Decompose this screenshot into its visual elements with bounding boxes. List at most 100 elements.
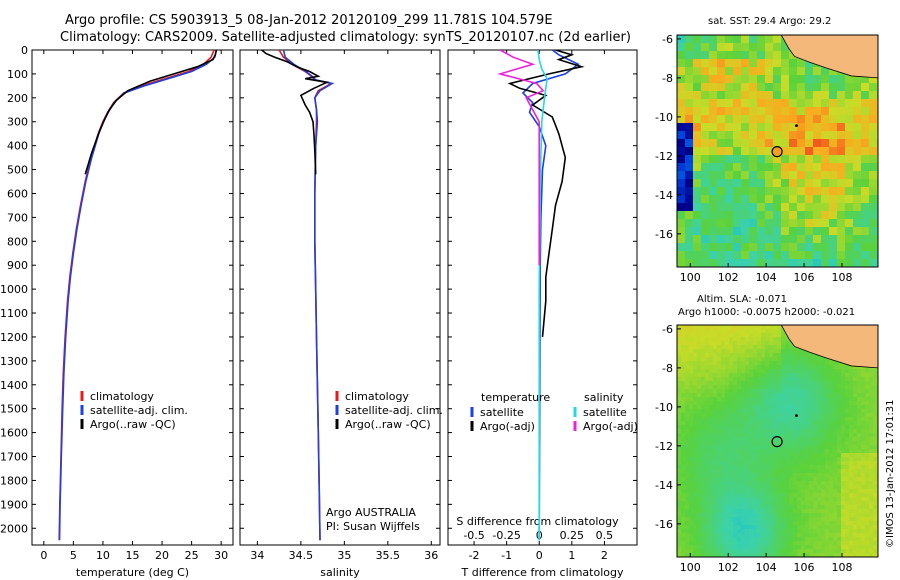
field-cell	[805, 525, 810, 530]
field-cell	[793, 477, 798, 482]
field-cell	[849, 365, 854, 370]
field-cell	[733, 425, 738, 430]
field-cell	[817, 545, 822, 550]
field-cell	[829, 505, 834, 510]
field-cell	[853, 147, 862, 156]
field-cell	[861, 461, 866, 466]
field-cell	[705, 409, 710, 414]
field-cell	[709, 35, 718, 44]
field-cell	[677, 485, 682, 490]
field-cell	[713, 349, 718, 354]
field-cell	[701, 513, 706, 518]
field-cell	[721, 393, 726, 398]
field-cell	[801, 493, 806, 498]
field-cell	[729, 385, 734, 390]
field-cell	[737, 425, 742, 430]
field-cell	[789, 537, 794, 542]
field-cell	[869, 473, 874, 478]
field-cell	[737, 553, 742, 557]
field-cell	[693, 385, 698, 390]
field-cell	[757, 413, 762, 418]
field-cell	[721, 445, 726, 450]
field-cell	[781, 43, 790, 52]
field-cell	[677, 75, 686, 84]
field-cell	[761, 353, 766, 358]
field-cell	[677, 509, 682, 514]
field-cell	[833, 485, 838, 490]
field-cell	[741, 481, 746, 486]
field-cell	[721, 453, 726, 458]
field-cell	[873, 541, 878, 546]
field-cell	[781, 99, 790, 108]
field-cell	[817, 549, 822, 554]
field-cell	[813, 421, 818, 426]
field-cell	[853, 469, 858, 474]
field-cell	[805, 59, 814, 68]
field-cell	[813, 377, 818, 382]
x-tick-label: 25	[185, 549, 199, 562]
field-cell	[813, 437, 818, 442]
field-cell	[873, 445, 878, 450]
field-cell	[757, 203, 766, 212]
field-cell	[681, 397, 686, 402]
field-cell	[701, 219, 710, 228]
field-cell	[873, 453, 878, 458]
field-cell	[825, 533, 830, 538]
field-cell	[865, 553, 870, 557]
field-cell	[725, 67, 734, 76]
field-cell	[873, 545, 878, 550]
field-cell	[789, 203, 798, 212]
field-cell	[829, 553, 834, 557]
field-cell	[741, 413, 746, 418]
field-cell	[709, 361, 714, 366]
field-cell	[721, 541, 726, 546]
field-cell	[721, 553, 726, 557]
field-cell	[685, 545, 690, 550]
island-christmas	[795, 414, 798, 418]
field-cell	[781, 485, 786, 490]
field-cell	[733, 219, 742, 228]
field-cell	[833, 493, 838, 498]
field-cell	[797, 485, 802, 490]
field-cell	[725, 349, 730, 354]
field-cell	[833, 405, 838, 410]
field-cell	[745, 501, 750, 506]
field-cell	[773, 541, 778, 546]
field-cell	[765, 361, 770, 366]
y-tick-label: 1000	[0, 283, 28, 296]
field-cell	[789, 489, 794, 494]
field-cell	[733, 179, 742, 188]
field-cell	[853, 91, 862, 100]
field-cell	[857, 461, 862, 466]
field-cell	[765, 501, 770, 506]
field-cell	[861, 437, 866, 442]
field-cell	[689, 497, 694, 502]
field-cell	[857, 433, 862, 438]
field-cell	[757, 171, 766, 180]
field-cell	[821, 553, 826, 557]
field-cell	[765, 187, 774, 196]
field-cell	[841, 421, 846, 426]
field-cell	[741, 345, 746, 350]
field-cell	[765, 179, 774, 188]
field-cell	[837, 553, 842, 557]
field-cell	[677, 163, 686, 172]
field-cell	[873, 449, 878, 454]
field-cell	[849, 521, 854, 526]
field-cell	[733, 525, 738, 530]
field-cell	[841, 401, 846, 406]
field-cell	[677, 179, 686, 188]
field-cell	[773, 545, 778, 550]
field-cell	[837, 533, 842, 538]
field-cell	[773, 163, 782, 172]
field-cell	[761, 541, 766, 546]
field-cell	[737, 401, 742, 406]
field-cell	[785, 457, 790, 462]
field-cell	[837, 397, 842, 402]
field-cell	[725, 365, 730, 370]
field-cell	[773, 325, 778, 330]
field-cell	[737, 421, 742, 426]
field-cell	[777, 421, 782, 426]
field-cell	[837, 453, 842, 458]
field-cell	[801, 425, 806, 430]
